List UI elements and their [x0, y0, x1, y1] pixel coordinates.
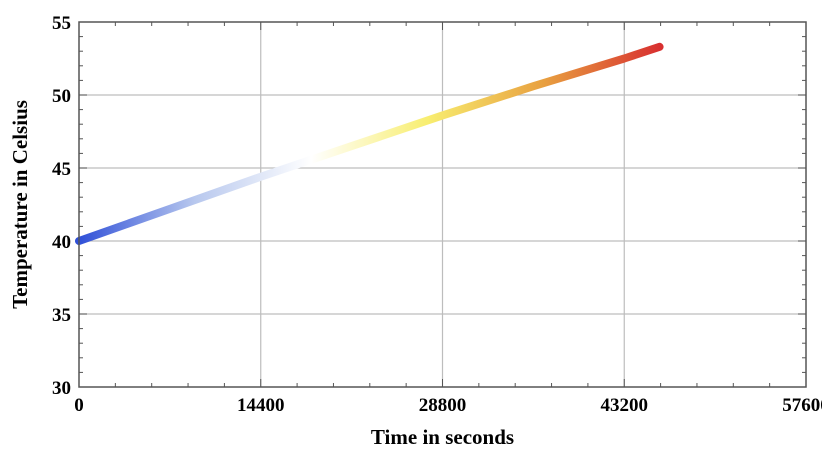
grid-lines — [79, 22, 806, 387]
y-axis-label: Temperature in Celsius — [8, 100, 32, 309]
x-tick-labels: 0 14400 28800 43200 57600 — [74, 395, 822, 416]
x-axis-label: Time in seconds — [371, 425, 514, 449]
x-tick-label: 14400 — [237, 395, 285, 416]
series-group — [75, 42, 664, 245]
y-tick-label: 45 — [52, 159, 71, 180]
x-tick-label: 57600 — [782, 395, 822, 416]
y-tick-label: 35 — [52, 305, 71, 326]
y-tick-labels: 30 35 40 45 50 55 — [52, 13, 71, 399]
temperature-series-line — [75, 42, 664, 245]
y-tick-label: 30 — [52, 378, 71, 399]
y-tick-label: 55 — [52, 13, 71, 34]
x-tick-label: 0 — [74, 395, 84, 416]
y-tick-label: 40 — [52, 232, 71, 253]
y-tick-label: 50 — [52, 86, 71, 107]
x-tick-label: 28800 — [419, 395, 467, 416]
plot-frame — [78, 21, 807, 388]
x-tick-label: 43200 — [601, 395, 649, 416]
